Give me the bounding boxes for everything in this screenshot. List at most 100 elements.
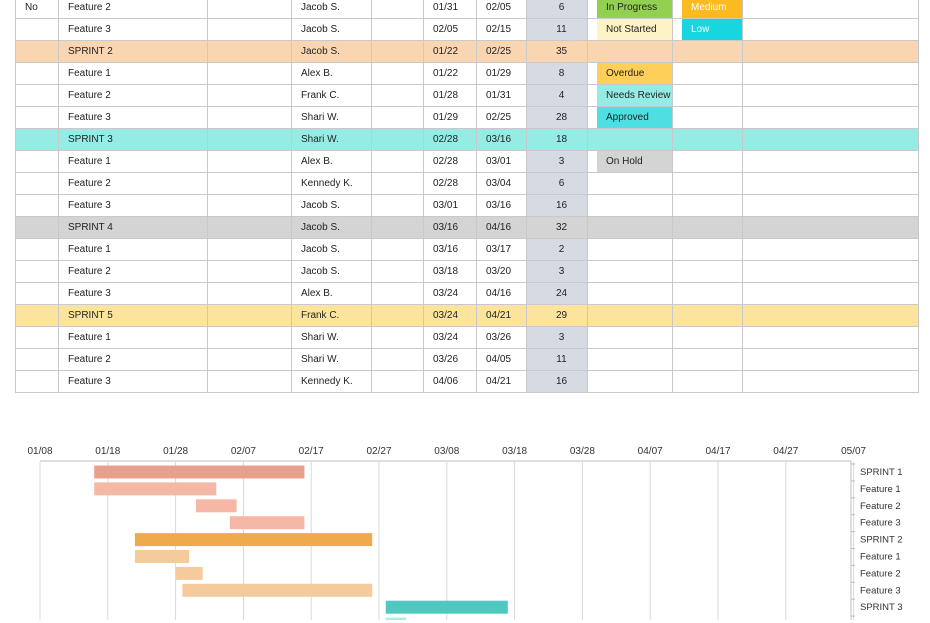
priority-cell[interactable]	[672, 216, 743, 239]
task-cell[interactable]: Feature 2	[58, 260, 208, 283]
gantt-bar[interactable]	[385, 600, 508, 614]
task-cell[interactable]: Feature 2	[58, 84, 208, 107]
flag-cell[interactable]	[15, 18, 59, 41]
end-date-cell[interactable]: 01/29	[476, 62, 527, 85]
end-date-cell[interactable]: 04/21	[476, 304, 527, 327]
duration-cell[interactable]: 32	[526, 216, 588, 239]
flag-cell[interactable]	[15, 62, 59, 85]
task-cell[interactable]: Feature 3	[58, 106, 208, 129]
status-cell[interactable]	[587, 370, 673, 393]
flag-cell[interactable]	[15, 150, 59, 173]
flag-cell[interactable]	[15, 304, 59, 327]
duration-cell[interactable]: 3	[526, 260, 588, 283]
duration-cell[interactable]: 29	[526, 304, 588, 327]
duration-cell[interactable]: 6	[526, 0, 588, 19]
gantt-bar[interactable]	[134, 550, 190, 563]
owner-cell[interactable]: Shari W.	[291, 106, 372, 129]
duration-cell[interactable]: 28	[526, 106, 588, 129]
status-cell[interactable]	[587, 348, 673, 371]
sprint-row[interactable]: SPRINT 5 Frank C. 03/24 04/21 29	[15, 304, 919, 327]
start-date-cell[interactable]: 03/24	[423, 326, 477, 349]
flag-cell[interactable]	[15, 326, 59, 349]
notes-cell[interactable]	[742, 282, 919, 305]
duration-cell[interactable]: 16	[526, 370, 588, 393]
priority-cell[interactable]	[672, 62, 743, 85]
spacer-cell[interactable]	[371, 18, 424, 41]
start-date-cell[interactable]: 02/28	[423, 128, 477, 151]
priority-cell[interactable]	[672, 348, 743, 371]
start-date-cell[interactable]: 03/16	[423, 238, 477, 261]
notes-cell[interactable]	[742, 326, 919, 349]
notes-cell[interactable]	[742, 128, 919, 151]
status-cell[interactable]	[587, 326, 673, 349]
task-cell[interactable]: Feature 1	[58, 326, 208, 349]
flag-cell[interactable]	[15, 128, 59, 151]
gantt-bar[interactable]	[94, 482, 217, 496]
owner-cell[interactable]: Kennedy K.	[291, 370, 372, 393]
duration-cell[interactable]: 24	[526, 282, 588, 305]
start-date-cell[interactable]: 01/29	[423, 106, 477, 129]
owner-cell[interactable]: Shari W.	[291, 348, 372, 371]
flag-cell[interactable]	[15, 260, 59, 283]
status-cell[interactable]: On Hold	[587, 150, 673, 173]
end-date-cell[interactable]: 04/16	[476, 216, 527, 239]
owner-cell[interactable]: Frank C.	[291, 304, 372, 327]
priority-cell[interactable]	[672, 106, 743, 129]
spacer-cell[interactable]	[371, 106, 424, 129]
priority-cell[interactable]	[672, 326, 743, 349]
table-row[interactable]: No Feature 2 Jacob S. 01/31 02/05 6 In Progres…	[15, 0, 919, 19]
spacer-cell[interactable]	[371, 128, 424, 151]
status-cell[interactable]: Approved	[587, 106, 673, 129]
spacer-cell[interactable]	[371, 84, 424, 107]
start-date-cell[interactable]: 03/01	[423, 194, 477, 217]
duration-cell[interactable]: 6	[526, 172, 588, 195]
owner-cell[interactable]: Jacob S.	[291, 40, 372, 63]
status-cell[interactable]	[587, 216, 673, 239]
spacer-cell[interactable]	[371, 260, 424, 283]
end-date-cell[interactable]: 03/16	[476, 194, 527, 217]
spacer-cell[interactable]	[207, 216, 292, 239]
duration-cell[interactable]: 8	[526, 62, 588, 85]
flag-cell[interactable]	[15, 106, 59, 129]
notes-cell[interactable]	[742, 194, 919, 217]
start-date-cell[interactable]: 01/22	[423, 40, 477, 63]
gantt-bar[interactable]	[229, 516, 305, 530]
owner-cell[interactable]: Jacob S.	[291, 260, 372, 283]
table-row[interactable]: Feature 1 Jacob S. 03/16 03/17 2	[15, 238, 919, 261]
flag-cell[interactable]	[15, 348, 59, 371]
spacer-cell[interactable]	[371, 282, 424, 305]
table-row[interactable]: Feature 2 Shari W. 03/26 04/05 11	[15, 348, 919, 371]
spacer-cell[interactable]	[371, 348, 424, 371]
status-cell[interactable]	[587, 260, 673, 283]
duration-cell[interactable]: 2	[526, 238, 588, 261]
spacer-cell[interactable]	[207, 150, 292, 173]
priority-cell[interactable]: Low	[672, 18, 743, 41]
task-cell[interactable]: SPRINT 5	[58, 304, 208, 327]
table-row[interactable]: Feature 3 Jacob S. 03/01 03/16 16	[15, 194, 919, 217]
table-row[interactable]: Feature 3 Alex B. 03/24 04/16 24	[15, 282, 919, 305]
spacer-cell[interactable]	[207, 282, 292, 305]
sprint-row[interactable]: SPRINT 4 Jacob S. 03/16 04/16 32	[15, 216, 919, 239]
notes-cell[interactable]	[742, 150, 919, 173]
gantt-bar[interactable]	[182, 583, 373, 597]
notes-cell[interactable]	[742, 304, 919, 327]
spacer-cell[interactable]	[371, 326, 424, 349]
notes-cell[interactable]	[742, 216, 919, 239]
owner-cell[interactable]: Jacob S.	[291, 18, 372, 41]
notes-cell[interactable]	[742, 84, 919, 107]
task-cell[interactable]: Feature 2	[58, 0, 208, 19]
end-date-cell[interactable]: 02/05	[476, 0, 527, 19]
task-cell[interactable]: SPRINT 2	[58, 40, 208, 63]
status-cell[interactable]	[587, 128, 673, 151]
task-cell[interactable]: Feature 1	[58, 238, 208, 261]
notes-cell[interactable]	[742, 260, 919, 283]
start-date-cell[interactable]: 03/24	[423, 304, 477, 327]
status-cell[interactable]	[587, 282, 673, 305]
flag-cell[interactable]	[15, 216, 59, 239]
duration-cell[interactable]: 4	[526, 84, 588, 107]
task-cell[interactable]: Feature 3	[58, 282, 208, 305]
notes-cell[interactable]	[742, 106, 919, 129]
gantt-bar[interactable]	[175, 566, 203, 580]
flag-cell[interactable]	[15, 282, 59, 305]
task-cell[interactable]: Feature 3	[58, 18, 208, 41]
